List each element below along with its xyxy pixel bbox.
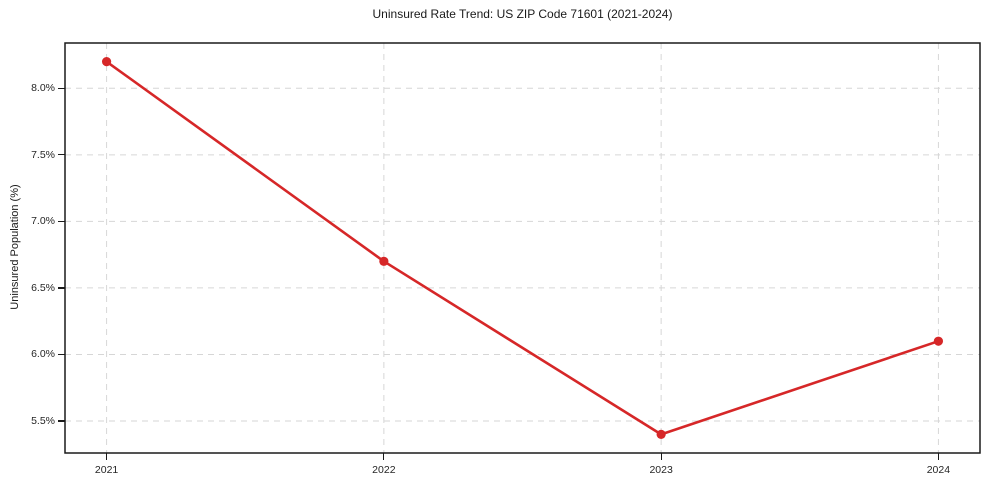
y-tick-label: 8.0% bbox=[31, 82, 55, 95]
x-tick-mark bbox=[105, 453, 108, 460]
plot-border bbox=[64, 42, 981, 454]
y-tick-label: 6.5% bbox=[31, 281, 55, 294]
chart-title: Uninsured Rate Trend: US ZIP Code 71601 … bbox=[372, 7, 673, 21]
x-tick-mark bbox=[937, 453, 939, 460]
y-tick-label: 7.0% bbox=[31, 215, 55, 228]
x-tick-label: 2023 bbox=[649, 464, 673, 476]
y-tick-label: 5.5% bbox=[31, 415, 55, 428]
x-tick-mark bbox=[383, 453, 385, 460]
y-tick-label: 7.5% bbox=[31, 148, 55, 161]
y-axis-label: Uninsured Population (%) bbox=[9, 184, 21, 310]
data-point-marker bbox=[933, 336, 944, 346]
trend-line bbox=[105, 60, 940, 436]
y-tick-label: 6.0% bbox=[31, 348, 55, 361]
x-tick-label: 2024 bbox=[926, 464, 951, 476]
y-tick-mark bbox=[58, 287, 65, 289]
y-tick-mark bbox=[58, 154, 65, 156]
y-tick-mark bbox=[58, 353, 65, 356]
data-point-marker bbox=[379, 256, 389, 266]
y-tick-mark bbox=[58, 420, 65, 422]
x-tick-label: 2021 bbox=[94, 464, 119, 476]
line-chart-svg bbox=[64, 42, 981, 454]
y-tick-mark bbox=[58, 87, 65, 89]
x-tick-mark bbox=[660, 453, 662, 460]
data-point-marker bbox=[656, 429, 666, 439]
y-tick-mark bbox=[58, 220, 65, 222]
plot-area bbox=[64, 42, 981, 454]
x-tick-label: 2022 bbox=[372, 464, 396, 476]
data-point-marker bbox=[101, 57, 112, 67]
